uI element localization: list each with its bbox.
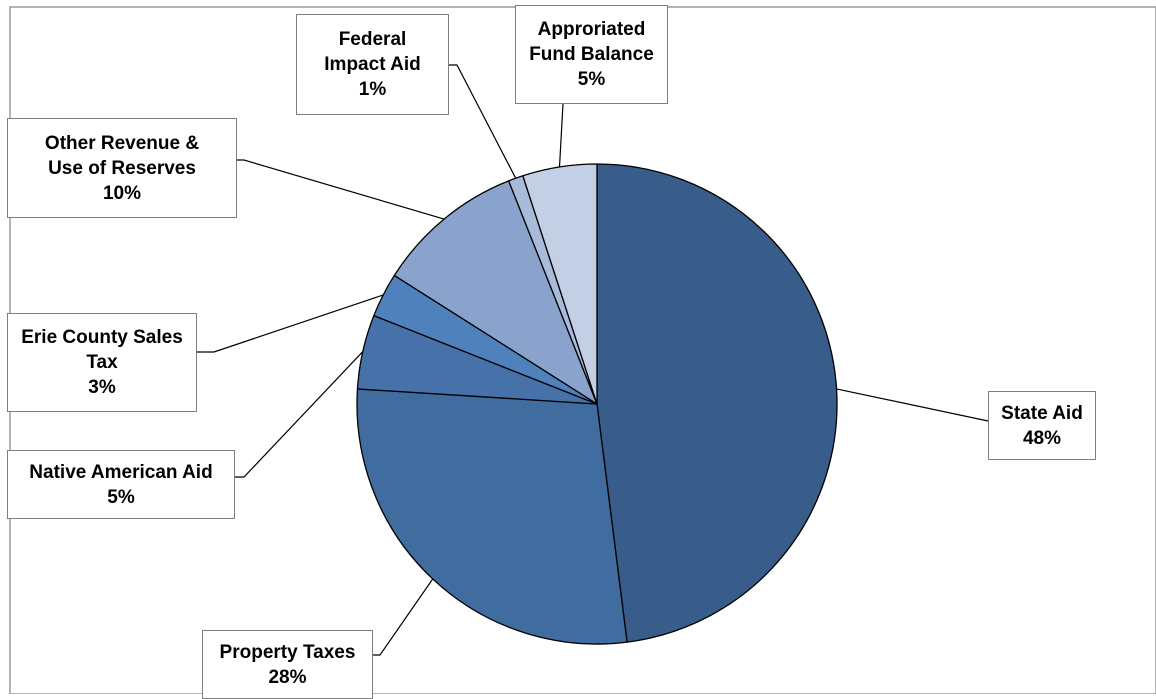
data-label-appropriated-fund-balance: Approriated Fund Balance 5% (515, 5, 668, 104)
slice-name-line: Erie County Sales (21, 327, 183, 348)
data-label-property-taxes: Property Taxes 28% (202, 630, 373, 699)
slice-name-line: Fund Balance (529, 44, 654, 65)
data-label-federal-impact-aid: Federal Impact Aid 1% (296, 14, 449, 115)
data-label-native-american-aid: Native American Aid 5% (7, 450, 235, 519)
slice-percent: 5% (107, 486, 135, 508)
slice-name-line: Tax (86, 352, 118, 373)
slice-percent: 48% (1022, 427, 1062, 449)
leader-lines (197, 64, 989, 656)
slice-name-line: Use of Reserves (48, 157, 196, 179)
leader-line-native-american-aid (235, 351, 364, 478)
data-label-other-revenue: Other Revenue & Use of Reserves 10% (7, 118, 237, 218)
slice-percent: 1% (358, 79, 387, 100)
slice-name-line: Approriated (537, 19, 646, 40)
pie-slices (356, 163, 838, 645)
slice-name-line: Federal (338, 29, 407, 50)
leader-line-approriated-fund-balance (558, 103, 564, 168)
slice-name-line: Impact Aid (324, 54, 421, 75)
data-label-erie-county-sales-tax: Erie County Sales Tax 3% (7, 313, 197, 412)
leader-line-other-revenue-use-of-reserves (237, 159, 445, 220)
slice-name-line: State Aid (1001, 402, 1083, 424)
slice-percent: 5% (577, 69, 606, 90)
leader-line-erie-county-sales-tax (197, 294, 384, 353)
pie-slice-property-taxes (356, 388, 628, 645)
slice-percent: 10% (102, 182, 142, 204)
pie-slice-state-aid (596, 163, 838, 643)
pie-slice-approriated-fund-balance (522, 163, 598, 405)
leader-line-federal-impact-aid (449, 64, 517, 179)
data-label-state-aid: State Aid 48% (988, 391, 1096, 460)
leader-line-property-taxes (373, 578, 434, 656)
slice-name-line: Property Taxes (219, 641, 356, 663)
slice-name-line: Native American Aid (29, 461, 213, 483)
pie-slice-other-revenue-use-of-reserves (393, 180, 598, 405)
slice-name-line: Other Revenue & (44, 132, 200, 154)
slice-percent: 28% (268, 666, 307, 688)
slice-percent: 3% (88, 377, 116, 398)
leader-line-state-aid (836, 388, 989, 422)
